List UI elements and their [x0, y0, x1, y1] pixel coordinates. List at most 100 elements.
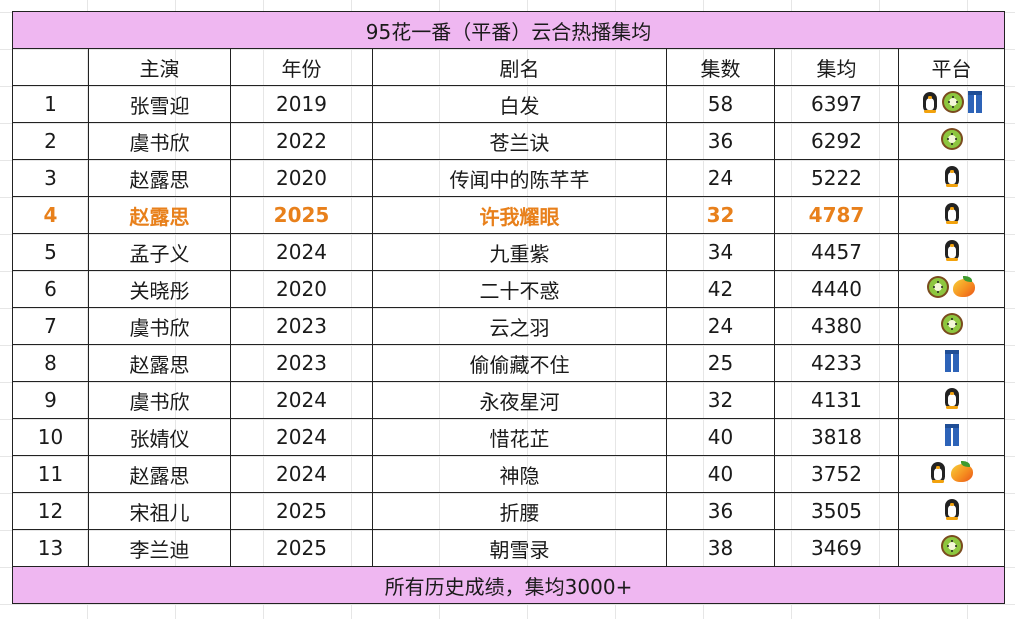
header-drama[interactable]: 剧名: [372, 48, 667, 86]
cell-year[interactable]: 2025: [230, 529, 373, 567]
cell-actor[interactable]: 虞书欣: [88, 307, 231, 345]
cell-actor[interactable]: 宋祖儿: [88, 492, 231, 530]
cell-drama[interactable]: 二十不惑: [372, 270, 667, 308]
cell-episodes[interactable]: 36: [666, 122, 775, 160]
cell-rank[interactable]: 10: [12, 418, 89, 456]
header-episodes[interactable]: 集数: [666, 48, 775, 86]
cell-year[interactable]: 2019: [230, 85, 373, 123]
cell-platform[interactable]: [898, 196, 1005, 234]
cell-year[interactable]: 2023: [230, 307, 373, 345]
cell-rank[interactable]: 6: [12, 270, 89, 308]
header-rank[interactable]: [12, 48, 89, 86]
cell-actor[interactable]: 李兰迪: [88, 529, 231, 567]
cell-episodes[interactable]: 42: [666, 270, 775, 308]
cell-average[interactable]: 3818: [774, 418, 899, 456]
cell-episodes[interactable]: 24: [666, 159, 775, 197]
cell-drama[interactable]: 朝雪录: [372, 529, 667, 567]
cell-year[interactable]: 2024: [230, 455, 373, 493]
cell-average[interactable]: 4440: [774, 270, 899, 308]
cell-drama[interactable]: 云之羽: [372, 307, 667, 345]
cell-actor[interactable]: 赵露思: [88, 196, 231, 234]
cell-episodes[interactable]: 40: [666, 418, 775, 456]
cell-average[interactable]: 3469: [774, 529, 899, 567]
cell-actor[interactable]: 张婧仪: [88, 418, 231, 456]
cell-episodes[interactable]: 36: [666, 492, 775, 530]
cell-drama[interactable]: 永夜星河: [372, 381, 667, 419]
cell-year[interactable]: 2024: [230, 418, 373, 456]
cell-actor[interactable]: 关晓彤: [88, 270, 231, 308]
cell-average[interactable]: 3505: [774, 492, 899, 530]
cell-rank[interactable]: 3: [12, 159, 89, 197]
cell-actor[interactable]: 赵露思: [88, 344, 231, 382]
cell-rank[interactable]: 13: [12, 529, 89, 567]
cell-rank[interactable]: 1: [12, 85, 89, 123]
header-platform[interactable]: 平台: [898, 48, 1005, 86]
cell-average[interactable]: 3752: [774, 455, 899, 493]
cell-episodes[interactable]: 32: [666, 381, 775, 419]
cell-episodes[interactable]: 34: [666, 233, 775, 271]
header-year[interactable]: 年份: [230, 48, 373, 86]
cell-average[interactable]: 4380: [774, 307, 899, 345]
cell-platform[interactable]: [898, 455, 1005, 493]
cell-average[interactable]: 6397: [774, 85, 899, 123]
cell-actor[interactable]: 孟子义: [88, 233, 231, 271]
cell-actor[interactable]: 虞书欣: [88, 381, 231, 419]
cell-average[interactable]: 6292: [774, 122, 899, 160]
cell-year[interactable]: 2024: [230, 381, 373, 419]
table-footer[interactable]: 所有历史成绩，集均3000+: [12, 566, 1005, 604]
table-title[interactable]: 95花一番（平番）云合热播集均: [12, 11, 1005, 49]
cell-platform[interactable]: [898, 418, 1005, 456]
cell-average[interactable]: 5222: [774, 159, 899, 197]
cell-rank[interactable]: 5: [12, 233, 89, 271]
cell-rank[interactable]: 9: [12, 381, 89, 419]
cell-year[interactable]: 2025: [230, 196, 373, 234]
cell-average[interactable]: 4457: [774, 233, 899, 271]
cell-platform[interactable]: [898, 122, 1005, 160]
cell-platform[interactable]: [898, 233, 1005, 271]
cell-drama[interactable]: 许我耀眼: [372, 196, 667, 234]
cell-drama[interactable]: 折腰: [372, 492, 667, 530]
cell-average[interactable]: 4787: [774, 196, 899, 234]
cell-platform[interactable]: [898, 344, 1005, 382]
cell-year[interactable]: 2023: [230, 344, 373, 382]
cell-drama[interactable]: 苍兰诀: [372, 122, 667, 160]
cell-year[interactable]: 2022: [230, 122, 373, 160]
cell-episodes[interactable]: 25: [666, 344, 775, 382]
cell-average[interactable]: 4233: [774, 344, 899, 382]
cell-actor[interactable]: 赵露思: [88, 455, 231, 493]
cell-drama[interactable]: 惜花芷: [372, 418, 667, 456]
cell-actor[interactable]: 张雪迎: [88, 85, 231, 123]
cell-drama[interactable]: 九重紫: [372, 233, 667, 271]
cell-rank[interactable]: 12: [12, 492, 89, 530]
cell-year[interactable]: 2020: [230, 159, 373, 197]
cell-rank[interactable]: 8: [12, 344, 89, 382]
cell-episodes[interactable]: 32: [666, 196, 775, 234]
cell-drama[interactable]: 传闻中的陈芊芊: [372, 159, 667, 197]
cell-rank[interactable]: 7: [12, 307, 89, 345]
cell-platform[interactable]: [898, 159, 1005, 197]
cell-rank[interactable]: 11: [12, 455, 89, 493]
cell-year[interactable]: 2025: [230, 492, 373, 530]
cell-actor[interactable]: 虞书欣: [88, 122, 231, 160]
header-average[interactable]: 集均: [774, 48, 899, 86]
cell-average[interactable]: 4131: [774, 381, 899, 419]
cell-platform[interactable]: [898, 85, 1005, 123]
cell-rank[interactable]: 2: [12, 122, 89, 160]
cell-year[interactable]: 2020: [230, 270, 373, 308]
cell-episodes[interactable]: 40: [666, 455, 775, 493]
cell-platform[interactable]: [898, 307, 1005, 345]
cell-drama[interactable]: 神隐: [372, 455, 667, 493]
cell-actor[interactable]: 赵露思: [88, 159, 231, 197]
cell-platform[interactable]: [898, 492, 1005, 530]
cell-drama[interactable]: 白发: [372, 85, 667, 123]
cell-rank[interactable]: 4: [12, 196, 89, 234]
header-actor[interactable]: 主演: [88, 48, 231, 86]
cell-episodes[interactable]: 38: [666, 529, 775, 567]
cell-episodes[interactable]: 24: [666, 307, 775, 345]
cell-year[interactable]: 2024: [230, 233, 373, 271]
cell-drama[interactable]: 偷偷藏不住: [372, 344, 667, 382]
cell-episodes[interactable]: 58: [666, 85, 775, 123]
cell-platform[interactable]: [898, 381, 1005, 419]
cell-platform[interactable]: [898, 270, 1005, 308]
cell-platform[interactable]: [898, 529, 1005, 567]
